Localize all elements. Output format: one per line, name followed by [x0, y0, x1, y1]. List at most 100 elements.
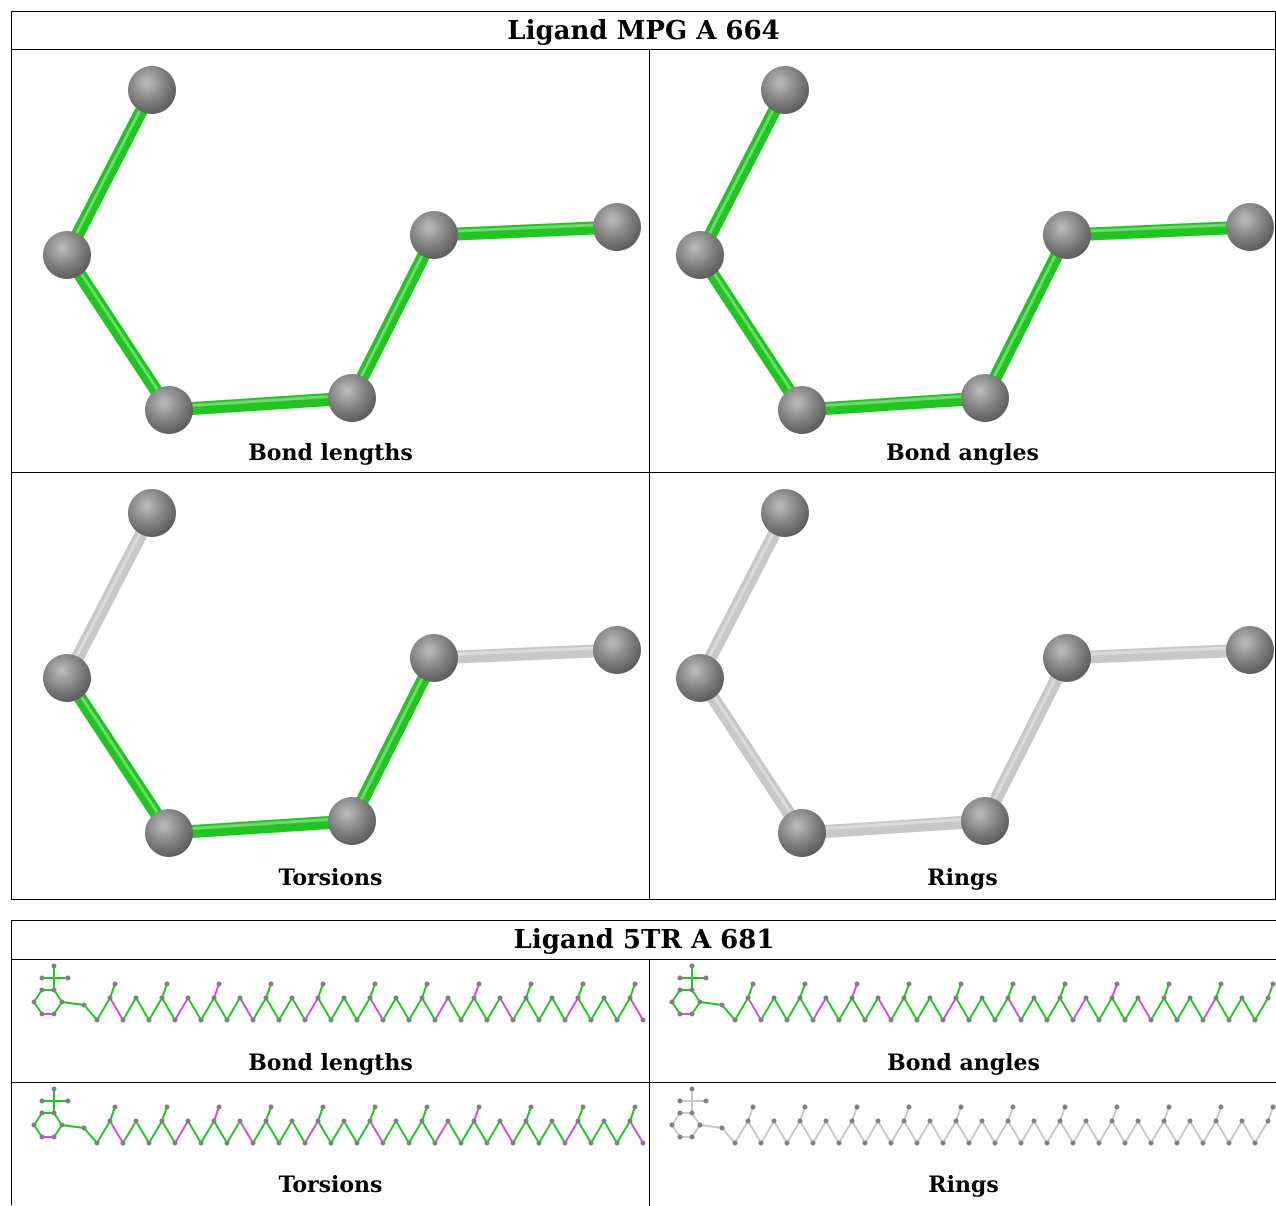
- bond-highlight: [168, 393, 353, 409]
- atom: [216, 981, 222, 987]
- atom: [471, 995, 477, 1001]
- atom: [43, 654, 91, 702]
- atom: [1213, 1118, 1219, 1124]
- bond: [1228, 997, 1243, 1021]
- atom: [627, 995, 633, 1001]
- atom: [128, 66, 176, 114]
- bond: [395, 997, 410, 1021]
- bond: [200, 997, 215, 1021]
- atom: [1070, 1140, 1076, 1146]
- atom: [51, 1110, 57, 1116]
- bond: [721, 1127, 736, 1144]
- bond: [1254, 997, 1269, 1021]
- atom: [703, 1098, 709, 1104]
- bond: [1085, 997, 1100, 1021]
- atom: [458, 1017, 464, 1023]
- atom: [562, 1140, 568, 1146]
- atom: [51, 1134, 57, 1140]
- atom: [588, 1140, 594, 1146]
- bond: [200, 1120, 215, 1144]
- atom: [185, 1118, 191, 1124]
- bond: [356, 997, 371, 1021]
- bond: [629, 1120, 644, 1144]
- bond: [61, 1124, 85, 1129]
- atom: [1270, 981, 1276, 987]
- atom: [536, 1017, 542, 1023]
- bond: [525, 1120, 540, 1144]
- molecule-image: [31, 963, 646, 1023]
- atom: [419, 1118, 425, 1124]
- bond: [1007, 997, 1022, 1021]
- atom: [424, 981, 430, 987]
- bond: [1033, 997, 1048, 1021]
- atom: [745, 995, 751, 1001]
- atom: [39, 975, 45, 981]
- atom: [1200, 1140, 1206, 1146]
- atom: [476, 1104, 482, 1110]
- bond: [83, 1127, 98, 1144]
- atom: [784, 1017, 790, 1023]
- molecule-image: [31, 1086, 646, 1146]
- atom: [549, 1118, 555, 1124]
- bond: [1124, 997, 1139, 1021]
- atom: [689, 963, 695, 969]
- bond: [994, 1120, 1009, 1144]
- bond: [1046, 997, 1061, 1021]
- atom: [906, 1104, 912, 1110]
- atom: [1096, 1140, 1102, 1146]
- bond-highlight: [698, 674, 804, 831]
- molecule-image: [669, 963, 1276, 1023]
- bond: [304, 1120, 319, 1144]
- atom: [354, 1140, 360, 1146]
- atom: [484, 1140, 490, 1146]
- panel-bond-lengths: Bond lengths: [12, 960, 649, 1082]
- bond: [603, 1120, 618, 1144]
- bond: [693, 671, 809, 840]
- atom: [1161, 995, 1167, 1001]
- bond-highlight: [1066, 222, 1251, 234]
- atom: [575, 1118, 581, 1124]
- atom: [159, 995, 165, 1001]
- bond: [382, 1120, 397, 1144]
- bond: [187, 1120, 202, 1144]
- atom: [536, 1140, 542, 1146]
- atom: [914, 1140, 920, 1146]
- atom: [367, 995, 373, 1001]
- atom: [65, 1098, 71, 1104]
- bond: [330, 997, 345, 1021]
- bond: [978, 651, 1074, 828]
- atom: [784, 1140, 790, 1146]
- bond: [916, 997, 931, 1021]
- atom: [1122, 1017, 1128, 1023]
- atom: [875, 1118, 881, 1124]
- panel-label: Torsions: [278, 865, 383, 891]
- bond: [877, 1120, 892, 1144]
- bond-highlight: [65, 674, 171, 831]
- bond: [60, 671, 176, 840]
- bond: [434, 997, 449, 1021]
- atom: [39, 1098, 45, 1104]
- bond: [473, 1120, 488, 1144]
- bond: [252, 997, 267, 1021]
- atom: [697, 999, 703, 1005]
- bond: [278, 997, 293, 1021]
- atom: [328, 1140, 334, 1146]
- atom: [302, 1017, 308, 1023]
- atom: [732, 1017, 738, 1023]
- atom: [849, 1118, 855, 1124]
- atom: [1226, 1140, 1232, 1146]
- bond-highlight: [698, 251, 804, 408]
- bond: [1060, 643, 1257, 665]
- atom: [849, 995, 855, 1001]
- bond: [382, 997, 397, 1021]
- bond: [551, 997, 566, 1021]
- atom: [120, 1017, 126, 1023]
- bond: [786, 997, 801, 1021]
- bond: [851, 1120, 866, 1144]
- bond: [291, 997, 306, 1021]
- bond: [851, 997, 866, 1021]
- bond: [427, 220, 624, 242]
- atom: [145, 386, 193, 434]
- bond: [693, 83, 792, 262]
- bond: [265, 1120, 280, 1144]
